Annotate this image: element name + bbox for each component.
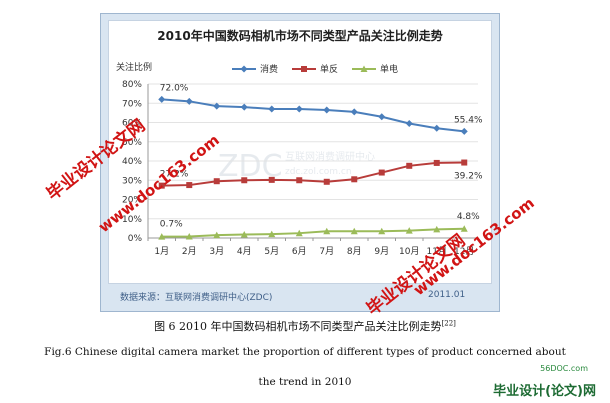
chart-title: 2010年中国数码相机市场不同类型产品关注比例走势 <box>157 29 443 43</box>
x-tick-label: 4月 <box>237 246 252 257</box>
y-tick-label: 70% <box>122 99 142 109</box>
x-tick-label: 7月 <box>319 246 334 257</box>
legend-marker-2 <box>360 65 368 72</box>
data-point-2 <box>460 225 468 232</box>
data-point-2 <box>240 231 248 238</box>
data-point-1 <box>461 159 468 166</box>
data-point-0 <box>295 105 303 113</box>
data-point-1 <box>296 177 303 184</box>
footer-url: 56DOC.com <box>540 364 588 373</box>
footer-logo: 毕业设计(论文)网 <box>493 384 596 399</box>
zdc-watermark-cn: 互联网消费调研中心 <box>285 150 375 163</box>
x-tick-label: 3月 <box>209 246 224 257</box>
x-tick-label: 1月 <box>154 246 169 257</box>
data-point-2 <box>158 233 166 240</box>
x-tick-label: 12月 <box>454 246 474 257</box>
y-tick-label: 80% <box>122 80 142 90</box>
y-tick-label: 0% <box>128 234 143 244</box>
data-point-0 <box>185 97 193 105</box>
data-point-0 <box>323 106 331 114</box>
x-tick-label: 10月 <box>399 246 419 257</box>
series-line-2 <box>161 227 465 238</box>
data-point-1 <box>241 177 248 184</box>
data-point-0 <box>405 119 413 127</box>
data-point-2 <box>213 231 221 239</box>
series-line-1 <box>161 161 465 187</box>
data-point-1 <box>213 178 220 185</box>
y-tick-label: 20% <box>122 196 142 206</box>
x-tick-label: 8月 <box>347 246 362 257</box>
data-point-2 <box>295 229 303 237</box>
data-point-2 <box>405 227 413 234</box>
legend-marker-0 <box>240 65 248 73</box>
y-tick-label: 40% <box>122 157 142 167</box>
data-point-1 <box>268 176 275 183</box>
data-point-0 <box>158 95 166 103</box>
data-label: 72.0% <box>160 83 189 93</box>
y-tick-label: 10% <box>122 215 142 225</box>
data-point-1 <box>323 178 330 185</box>
zdc-watermark-url: zdc.zol.com.cn <box>285 167 352 177</box>
series-line-0 <box>161 98 465 133</box>
data-point-1 <box>158 182 165 189</box>
data-point-2 <box>268 230 276 238</box>
data-point-1 <box>186 182 193 189</box>
data-point-0 <box>460 127 468 135</box>
y-tick-label: 30% <box>122 176 142 186</box>
y-tick-label: 60% <box>122 119 142 129</box>
figure-caption-en-line2: the trend in 2010 <box>258 376 352 388</box>
data-point-1 <box>406 162 413 169</box>
data-point-0 <box>240 103 248 111</box>
data-point-1 <box>351 176 358 183</box>
legend-label-2: 单电 <box>380 63 398 75</box>
data-label: 55.4% <box>454 115 483 125</box>
data-label: 4.8% <box>457 212 480 222</box>
data-point-0 <box>378 113 386 121</box>
figure-caption-cn: 图 6 2010 年中国数码相机市场不同类型产品关注比例走势[22] <box>154 319 456 333</box>
data-point-1 <box>378 169 385 176</box>
data-point-0 <box>350 108 358 116</box>
chart-plot-panel <box>108 20 492 284</box>
data-label: 0.7% <box>160 220 183 230</box>
x-tick-label: 5月 <box>264 246 279 257</box>
x-tick-label: 9月 <box>374 246 389 257</box>
data-point-0 <box>268 105 276 113</box>
caption-reference: [22] <box>441 319 456 328</box>
data-point-0 <box>433 124 441 132</box>
legend-marker-1 <box>301 66 307 72</box>
data-label: 39.2% <box>454 172 483 182</box>
figure-caption-en-line1: Fig.6 Chinese digital camera market the … <box>44 346 566 358</box>
data-point-2 <box>185 232 193 240</box>
data-label: 27.2% <box>160 170 189 180</box>
legend-label-1: 单反 <box>320 63 338 75</box>
data-point-2 <box>350 227 358 235</box>
data-point-2 <box>378 227 386 235</box>
x-tick-label: 2月 <box>182 246 197 257</box>
y-tick-label: 50% <box>122 138 142 148</box>
data-point-0 <box>213 102 221 110</box>
data-point-1 <box>433 159 440 166</box>
y-axis-label: 关注比例 <box>116 63 153 73</box>
x-tick-label: 6月 <box>292 246 307 257</box>
x-tick-label: 11月 <box>427 246 447 257</box>
data-point-2 <box>433 225 441 233</box>
data-point-2 <box>323 227 331 235</box>
data-source: 数据来源：互联网消费调研中心(ZDC) <box>120 293 273 303</box>
legend-label-0: 消费 <box>260 63 278 75</box>
chart-date: 2011.01 <box>428 290 466 300</box>
